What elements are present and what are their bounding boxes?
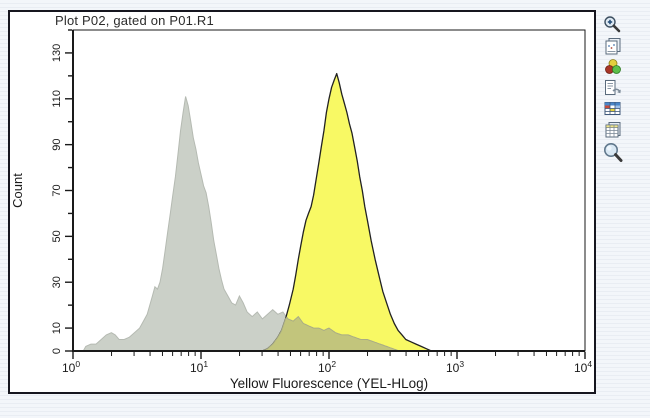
plot-title: Plot P02, gated on P01.R1 (55, 13, 214, 28)
svg-text:103: 103 (446, 359, 464, 375)
stats-table-icon[interactable] (601, 98, 625, 119)
plot-svg[interactable]: 0 10 30 50 70 90 110 130 100 101 102 103 104 Yellow F… (10, 12, 594, 392)
svg-text:0: 0 (51, 348, 63, 354)
copy-plot-icon[interactable] (601, 35, 625, 56)
magnifier-icon[interactable] (601, 140, 625, 166)
svg-text:30: 30 (51, 276, 63, 288)
svg-text:102: 102 (318, 359, 336, 375)
svg-text:130: 130 (51, 44, 63, 62)
svg-text:Count: Count (10, 173, 25, 208)
svg-text:90: 90 (51, 139, 63, 151)
svg-text:10: 10 (51, 322, 63, 334)
svg-text:70: 70 (51, 184, 63, 196)
svg-text:110: 110 (51, 90, 63, 108)
color-dots-icon[interactable] (601, 56, 625, 77)
svg-text:50: 50 (51, 230, 63, 242)
data-table-icon[interactable] (601, 119, 625, 140)
export-plot-icon[interactable] (601, 77, 625, 98)
svg-text:101: 101 (190, 359, 208, 375)
svg-text:100: 100 (62, 359, 80, 375)
svg-text:Yellow Fluorescence (YEL-HLog): Yellow Fluorescence (YEL-HLog) (230, 376, 428, 391)
svg-text:104: 104 (574, 359, 592, 375)
plot-toolbar (601, 14, 647, 166)
plot-window: Plot P02, gated on P01.R1 0 10 30 50 70 90 110… (8, 10, 596, 394)
zoom-in-icon[interactable] (601, 14, 625, 35)
